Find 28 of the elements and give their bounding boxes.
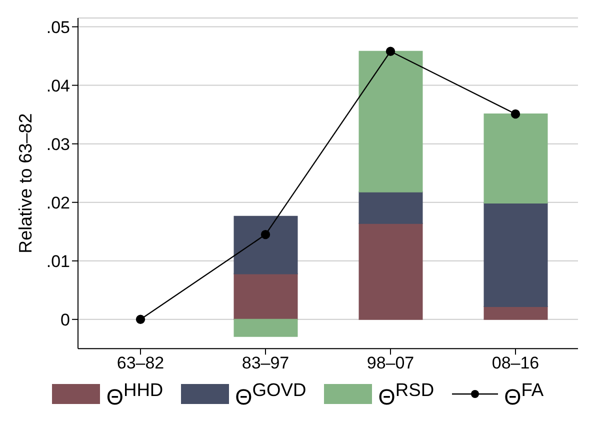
legend-label: Θ$^{RSD}$: [378, 378, 434, 409]
x-tick-label: 83–97: [242, 354, 290, 373]
point: [260, 230, 270, 240]
x-tick-label: 08–16: [492, 354, 540, 373]
y-tick-label: .05: [46, 18, 70, 37]
bar: [484, 113, 548, 204]
legend-label: Θ$^{GOVD}$: [235, 378, 306, 409]
point: [136, 314, 146, 324]
bar: [234, 216, 298, 274]
y-tick-label: .02: [46, 193, 70, 212]
point: [386, 46, 396, 56]
x-tick-label: 98–07: [366, 354, 414, 373]
legend-label: Θ$^{FA}$: [504, 378, 544, 409]
bar: [358, 50, 423, 192]
point: [510, 109, 520, 119]
bar: [358, 222, 423, 320]
bar: [484, 202, 548, 308]
x-tick-label: 63–82: [116, 354, 164, 373]
y-axis-title: Relative to 63–82: [15, 113, 36, 254]
y-tick-label: .04: [46, 76, 70, 96]
y-tick-label: .03: [46, 134, 70, 154]
y-tick-label: 0: [60, 310, 70, 330]
bar: [358, 191, 423, 224]
legend-label: Θ$^{HHD}$: [106, 378, 164, 409]
bar: [234, 318, 298, 337]
bar: [484, 306, 548, 320]
y-tick-label: .01: [46, 252, 70, 271]
bar: [234, 273, 298, 320]
